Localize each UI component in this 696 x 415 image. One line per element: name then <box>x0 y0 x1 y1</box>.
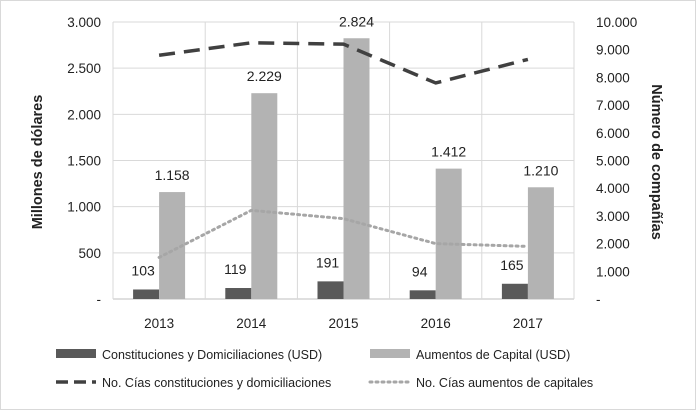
bar-data-label: 2.229 <box>247 68 282 84</box>
right-tick-label: 1.000 <box>596 264 630 279</box>
legend-label: No. Cías aumentos de capitales <box>416 376 593 390</box>
bar-aumentos <box>251 93 278 300</box>
right-axis-ticks: - 1.000 2.000 3.000 4.000 5.000 6.000 7.000 8.00… <box>596 15 637 307</box>
x-tick-label: 2016 <box>421 316 451 331</box>
bar-constituciones <box>225 288 252 299</box>
bar-data-label: 191 <box>316 254 340 270</box>
bar-data-label: 119 <box>224 261 247 277</box>
line-marks <box>157 41 530 259</box>
bar-constituciones <box>409 290 436 299</box>
legend-label: No. Cías constituciones y domiciliacione… <box>102 376 331 390</box>
gridlines <box>112 21 575 300</box>
left-tick-label: 1.000 <box>67 200 101 215</box>
right-tick-label: 6.000 <box>596 126 630 141</box>
line-series-constituciones <box>158 41 529 85</box>
bar-data-labels: 103 119 191 94 165 1.158 2.229 2.824 1.412 1.210 <box>131 13 558 279</box>
x-tick-label: 2017 <box>513 316 543 331</box>
right-tick-label: - <box>596 292 601 307</box>
left-tick-label: 2.000 <box>67 107 101 122</box>
legend-label: Aumentos de Capital (USD) <box>416 348 570 362</box>
right-tick-label: 4.000 <box>596 181 630 196</box>
bar-aumentos <box>527 187 554 299</box>
line-series-aumentos <box>157 208 530 259</box>
bar-constituciones <box>133 289 160 299</box>
left-tick-label: 2.500 <box>67 61 101 76</box>
right-tick-label: 7.000 <box>596 98 630 113</box>
right-tick-label: 10.000 <box>596 15 637 30</box>
legend-swatch <box>56 349 96 358</box>
bar-constituciones <box>317 281 344 299</box>
bar-aumentos <box>435 168 462 299</box>
legend-swatch <box>370 349 410 358</box>
bar-marks <box>133 38 554 300</box>
bar-data-label: 103 <box>131 262 155 278</box>
x-tick-label: 2015 <box>328 316 358 331</box>
bar-aumentos <box>343 38 370 299</box>
x-tick-label: 2013 <box>144 316 174 331</box>
left-tick-label: 3.000 <box>67 15 101 30</box>
left-tick-label: - <box>97 292 102 307</box>
bar-data-label: 165 <box>500 257 524 273</box>
bar-data-label: 1.158 <box>155 167 190 183</box>
right-tick-label: 5.000 <box>596 154 630 169</box>
x-axis-ticks: 2013 2014 2015 2016 2017 <box>144 316 543 331</box>
bar-data-label: 1.412 <box>431 144 466 160</box>
right-tick-label: 3.000 <box>596 209 630 224</box>
right-tick-label: 9.000 <box>596 43 630 58</box>
legend: Constituciones y Domiciliaciones (USD) Au… <box>56 348 593 390</box>
left-axis-ticks: - 500 1.000 1.500 2.000 2.500 3.000 <box>67 15 101 307</box>
bar-data-label: 94 <box>412 263 428 279</box>
left-tick-label: 1.500 <box>67 154 101 169</box>
bar-constituciones <box>501 283 528 299</box>
right-tick-label: 8.000 <box>596 70 630 85</box>
legend-label: Constituciones y Domiciliaciones (USD) <box>102 348 322 362</box>
x-tick-label: 2014 <box>236 316 267 331</box>
left-tick-label: 500 <box>78 246 101 261</box>
bar-data-label: 2.824 <box>339 13 374 29</box>
bar-data-label: 1.210 <box>523 162 558 178</box>
right-axis-title: Número de compañías <box>648 84 664 240</box>
left-axis-title: Millones de dólares <box>30 95 46 230</box>
right-tick-label: 2.000 <box>596 237 630 252</box>
